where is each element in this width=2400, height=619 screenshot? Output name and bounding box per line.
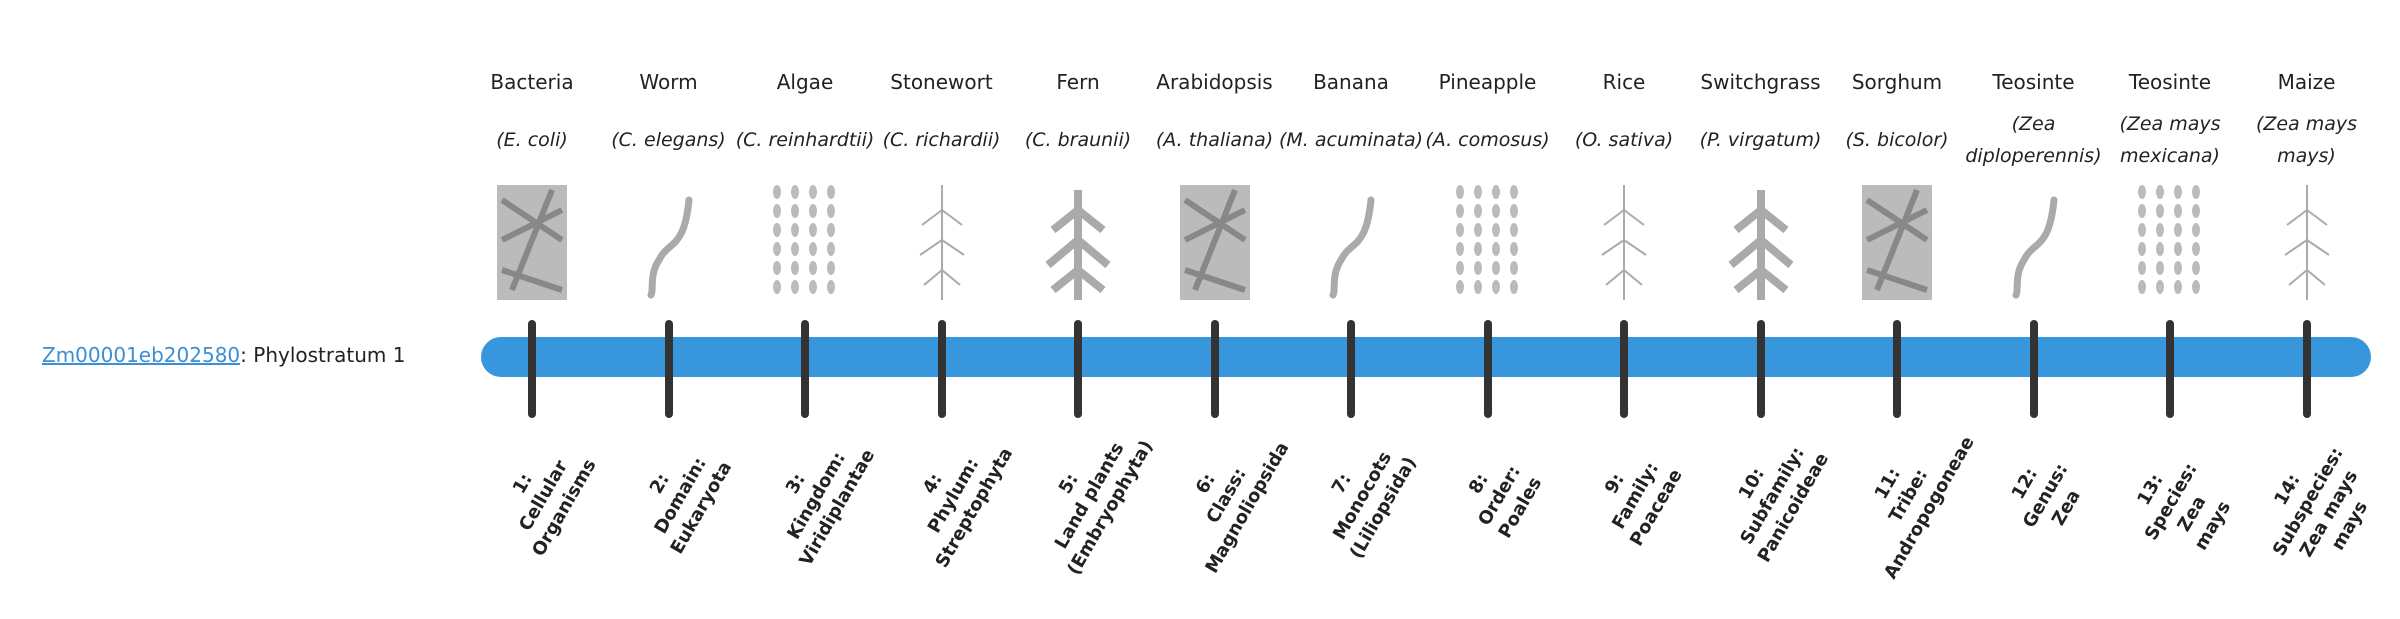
teosinte-illustration	[1959, 180, 2109, 305]
worm-illustration	[594, 180, 744, 305]
arabidopsis-illustration	[1140, 180, 1290, 305]
organism-common-name: Teosinte	[2128, 70, 2212, 94]
organism-scientific-name: (E. coli)	[496, 129, 568, 151]
organism-scientific-name: (P. virgatum)	[1699, 129, 1822, 151]
organism-common-name: Sorghum	[1851, 70, 1943, 94]
timeline-tick	[528, 320, 536, 418]
taxonomic-rank-label: 9: Family: Poaceae	[1600, 458, 1687, 550]
organism-scientific-name: (O. sativa)	[1574, 129, 1674, 151]
organism-column: Teosinte (Zea mays mexicana)	[2095, 64, 2245, 305]
banana-illustration	[1276, 180, 1426, 305]
phylostrata-timeline-bar	[481, 337, 2371, 377]
organism-column: Rice (O. sativa)	[1549, 64, 1699, 305]
organism-scientific-name: (Zea mays mays)	[2255, 113, 2358, 167]
organism-common-name: Switchgrass	[1700, 70, 1821, 94]
taxonomic-rank-label: 14: Subspecies: Zea mays mays	[2268, 443, 2372, 561]
timeline-tick	[2302, 320, 2311, 418]
organism-common-name: Maize	[2277, 70, 2336, 94]
taxonomic-rank-label: 4: Phylum: Streptophyta	[918, 444, 1017, 572]
teosinte-illustration	[2095, 180, 2245, 305]
organism-column: Stonewort (C. richardii)	[867, 64, 1017, 305]
organism-common-name: Teosinte	[1992, 70, 2075, 94]
taxonomic-rank-label: 11: Tribe: Andropogoneae	[1870, 432, 1979, 583]
organism-scientific-name: (C. reinhardtii)	[735, 129, 875, 151]
timeline-tick	[664, 320, 673, 418]
taxonomic-rank-label: 3: Kingdom: Viridiplantae	[781, 445, 880, 570]
organism-column: Switchgrass (P. virgatum)	[1686, 64, 1836, 305]
fern-illustration	[1003, 180, 1153, 305]
organism-scientific-name: (S. bicolor)	[1845, 129, 1949, 151]
organism-column: Fern (C. braunii)	[1003, 64, 1153, 305]
organism-common-name: Stonewort	[890, 70, 993, 94]
organism-scientific-name: (C. richardii)	[882, 129, 1001, 151]
timeline-tick	[1210, 320, 1219, 418]
taxonomic-rank-label: 2: Domain: Eukaryota	[645, 453, 736, 558]
organism-common-name: Algae	[776, 70, 834, 94]
organism-column: Bacteria (E. coli)	[457, 64, 607, 305]
organism-scientific-name: (Zea diploperennis)	[1965, 113, 2102, 167]
phylostratum-text: : Phylostratum 1	[240, 343, 406, 367]
timeline-tick	[2029, 320, 2038, 418]
timeline-tick	[1756, 320, 1765, 418]
organism-scientific-name: (C. elegans)	[611, 129, 726, 151]
organism-scientific-name: (Zea mays mexicana)	[2119, 113, 2221, 167]
gene-label: Zm00001eb202580: Phylostratum 1	[42, 340, 405, 370]
organism-column: Worm (C. elegans)	[594, 64, 744, 305]
organism-column: Pineapple (A. comosus)	[1413, 64, 1563, 305]
organism-column: Arabidopsis (A. thaliana)	[1140, 64, 1290, 305]
organism-column: Maize (Zea mays mays)	[2232, 64, 2382, 305]
organism-scientific-name: (M. acuminata)	[1279, 129, 1423, 151]
timeline-tick	[1893, 320, 1901, 418]
taxonomic-rank-label: 1: Cellular Organisms	[508, 455, 601, 560]
bacteria-illustration	[457, 180, 607, 305]
organism-scientific-name: (A. comosus)	[1425, 129, 1550, 151]
algae-illustration	[730, 180, 880, 305]
rice-illustration	[1549, 180, 1699, 305]
organism-column: Banana (M. acuminata)	[1276, 64, 1426, 305]
taxonomic-rank-label: 6: Class: Magnoliopsida	[1191, 438, 1293, 577]
organism-common-name: Arabidopsis	[1156, 70, 1273, 94]
organism-common-name: Pineapple	[1438, 70, 1537, 94]
timeline-tick	[1074, 320, 1082, 418]
organism-common-name: Bacteria	[490, 70, 574, 94]
taxonomic-rank-label: 5: Land plants (Embryophyta)	[1050, 436, 1158, 579]
timeline-tick	[801, 320, 809, 418]
organism-column: Sorghum (S. bicolor)	[1822, 64, 1972, 305]
maize-illustration	[2232, 180, 2382, 305]
timeline-tick	[1347, 320, 1355, 418]
organism-common-name: Rice	[1602, 70, 1646, 94]
organism-column: Algae (C. reinhardtii)	[730, 64, 880, 305]
organism-common-name: Fern	[1056, 70, 1100, 94]
organism-scientific-name: (A. thaliana)	[1155, 129, 1274, 151]
taxonomic-rank-label: 8: Order: Poales	[1464, 462, 1546, 542]
gene-id-link[interactable]: Zm00001eb202580	[42, 343, 241, 367]
organism-common-name: Banana	[1313, 70, 1389, 94]
timeline-tick	[1620, 320, 1628, 418]
timeline-tick	[1483, 320, 1492, 418]
switchgrass-illustration	[1686, 180, 1836, 305]
stonewort-illustration	[867, 180, 1017, 305]
pineapple-illustration	[1413, 180, 1563, 305]
organism-common-name: Worm	[639, 70, 698, 94]
sorghum-illustration	[1822, 180, 1972, 305]
timeline-tick	[2166, 320, 2174, 418]
timeline-tick	[937, 320, 946, 418]
taxonomic-rank-label: 7: Monocots (Liliopsida)	[1327, 448, 1421, 563]
taxonomic-rank-label: 10: Subfamily: Panicoideae	[1734, 443, 1833, 567]
organism-column: Teosinte (Zea diploperennis)	[1959, 64, 2109, 305]
organism-scientific-name: (C. braunii)	[1024, 129, 1132, 151]
